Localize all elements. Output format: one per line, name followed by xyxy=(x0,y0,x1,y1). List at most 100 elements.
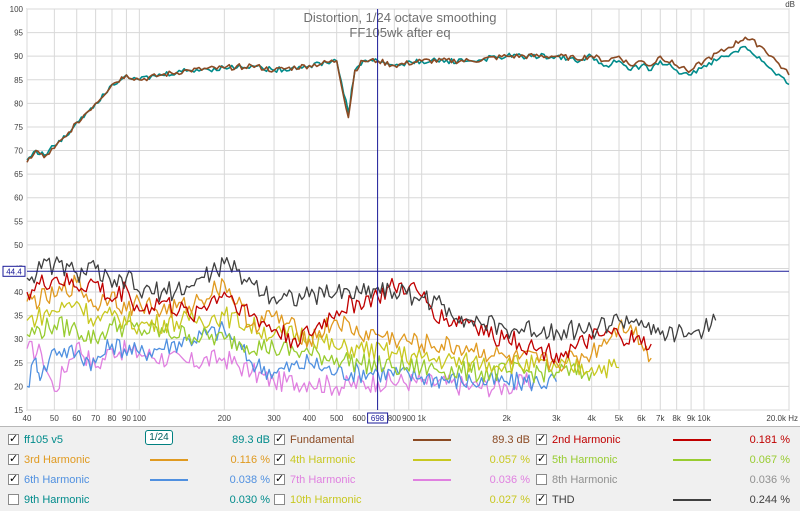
2nd-harmonic-value: 0.181 % xyxy=(749,434,790,446)
x-tick-label: 2k xyxy=(502,414,511,423)
x-tick-label: 400 xyxy=(303,414,317,423)
x-tick-label: 7k xyxy=(656,414,665,423)
x-tick-label: 600 xyxy=(352,414,366,423)
fundamental-label: Fundamental xyxy=(290,434,355,446)
cursor-x-badge xyxy=(367,412,389,424)
y-tick-label: 75 xyxy=(14,123,23,132)
10th-harmonic-value: 0.027 % xyxy=(489,494,530,506)
x-tick-label: 80 xyxy=(108,414,117,423)
cursor-y-badge xyxy=(2,265,26,277)
series-line-fundamental xyxy=(26,36,790,163)
x-tick-label: 100 xyxy=(133,414,147,423)
y-tick-label: 50 xyxy=(14,241,23,250)
x-tick-label: 90 xyxy=(122,414,131,423)
cursor-y-label: 44.4 xyxy=(6,267,22,276)
6th-harmonic-checkbox[interactable] xyxy=(8,472,19,485)
7th-harmonic-label: 7th Harmonic xyxy=(290,474,356,486)
thd-checkbox[interactable] xyxy=(536,492,547,505)
series-line-thd xyxy=(26,256,717,343)
5th-harmonic-value: 0.067 % xyxy=(749,454,790,466)
x-tick-label: 40 xyxy=(23,414,32,423)
2nd-harmonic-swatch xyxy=(673,439,711,441)
x-tick-label: 300 xyxy=(267,414,281,423)
3rd-harmonic-swatch xyxy=(150,459,188,461)
2nd-harmonic-label: 2nd Harmonic xyxy=(552,434,621,446)
3rd-harmonic-value: 0.116 % xyxy=(230,454,270,466)
y-tick-label: 35 xyxy=(14,312,23,321)
y-tick-label: 15 xyxy=(14,406,23,415)
chart-subtitle: FF105wk after eq xyxy=(349,25,450,40)
x-tick-label: 3k xyxy=(552,414,561,423)
4th-harmonic-value: 0.057 % xyxy=(489,454,530,466)
x-tick-label: 70 xyxy=(91,414,100,423)
4th-harmonic-checkbox[interactable] xyxy=(274,452,285,465)
3rd-harmonic-checkbox[interactable] xyxy=(8,452,19,465)
9th-harmonic-value: 0.030 % xyxy=(229,494,270,506)
y-tick-label: 60 xyxy=(14,194,23,203)
chart-title: Distortion, 1/24 octave smoothing xyxy=(304,10,497,25)
series-line-5th-harmonic xyxy=(26,316,593,384)
fundamental-checkbox[interactable] xyxy=(274,432,285,445)
x-tick-label: 900 xyxy=(402,414,416,423)
thd-label: THD xyxy=(552,494,575,506)
7th-harmonic-value: 0.036 % xyxy=(489,474,530,486)
series-line-6th-harmonic xyxy=(26,321,557,392)
x-tick-label: 20.0k Hz xyxy=(766,414,798,423)
ff105-v5-checkbox[interactable] xyxy=(8,432,19,445)
ff105-v5-label: ff105 v5 xyxy=(24,434,63,446)
y-tick-label: 30 xyxy=(14,335,23,344)
x-tick-label: 6k xyxy=(637,414,646,423)
x-tick-label: 1k xyxy=(417,414,426,423)
y-tick-label: 100 xyxy=(10,5,24,14)
y-tick-label: 55 xyxy=(14,217,23,226)
legend-row: 3rd Harmonic 0.116 % 4th Harmonic 0.057 % 5t… xyxy=(0,451,800,471)
8th-harmonic-label: 8th Harmonic xyxy=(552,474,618,486)
2nd-harmonic-checkbox[interactable] xyxy=(536,432,547,445)
x-tick-label: 500 xyxy=(330,414,344,423)
9th-harmonic-checkbox[interactable] xyxy=(8,494,19,505)
ff105-v5-value: 89.3 dB xyxy=(232,434,270,446)
5th-harmonic-swatch xyxy=(673,459,711,461)
x-tick-label: 50 xyxy=(50,414,59,423)
legend-row: ff105 v5 89.3 dB Fundamental 89.3 dB 2nd Har… xyxy=(0,431,800,451)
legend-panel: ff105 v5 89.3 dB Fundamental 89.3 dB 2nd Har… xyxy=(0,426,800,510)
y-tick-label: 80 xyxy=(14,99,23,108)
5th-harmonic-checkbox[interactable] xyxy=(536,452,547,465)
8th-harmonic-value: 0.036 % xyxy=(749,474,790,486)
series-line-3rd-harmonic xyxy=(26,274,652,372)
x-tick-label: 8k xyxy=(672,414,681,423)
x-tick-label: 10k xyxy=(698,414,712,423)
thd-swatch xyxy=(673,499,711,501)
x-tick-label: 60 xyxy=(72,414,81,423)
cursor-x-label: 698 xyxy=(371,414,385,423)
10th-harmonic-label: 10th Harmonic xyxy=(290,494,362,506)
y-tick-label: 40 xyxy=(14,288,23,297)
legend-row: 9th Harmonic 0.030 % 10th Harmonic 0.027 % T… xyxy=(0,491,800,511)
thd-value: 0.244 % xyxy=(749,494,790,506)
7th-harmonic-checkbox[interactable] xyxy=(274,472,285,485)
series-line-2nd-harmonic xyxy=(26,272,652,364)
9th-harmonic-label: 9th Harmonic xyxy=(24,494,90,506)
x-tick-label: 5k xyxy=(615,414,624,423)
smoothing-selector[interactable]: 1/24 xyxy=(145,430,173,445)
chart-area[interactable]: 1520253035404550556065707580859095100405… xyxy=(0,0,800,426)
distortion-chart[interactable]: 1520253035404550556065707580859095100405… xyxy=(0,0,800,426)
6th-harmonic-swatch xyxy=(150,479,188,481)
y-axis-label: dB xyxy=(785,0,795,9)
5th-harmonic-label: 5th Harmonic xyxy=(552,454,618,466)
7th-harmonic-swatch xyxy=(413,479,451,481)
fundamental-swatch xyxy=(413,439,451,441)
4th-harmonic-swatch xyxy=(413,459,451,461)
x-tick-label: 9k xyxy=(687,414,696,423)
fundamental-value: 89.3 dB xyxy=(492,434,530,446)
3rd-harmonic-label: 3rd Harmonic xyxy=(24,454,91,466)
6th-harmonic-value: 0.038 % xyxy=(229,474,270,486)
6th-harmonic-label: 6th Harmonic xyxy=(24,474,90,486)
legend-row: 6th Harmonic 0.038 % 7th Harmonic 0.036 % 8t… xyxy=(0,471,800,491)
y-tick-label: 85 xyxy=(14,76,23,85)
8th-harmonic-checkbox[interactable] xyxy=(536,474,547,485)
10th-harmonic-checkbox[interactable] xyxy=(274,494,285,505)
4th-harmonic-label: 4th Harmonic xyxy=(290,454,356,466)
y-tick-label: 70 xyxy=(14,147,23,156)
y-tick-label: 20 xyxy=(14,382,23,391)
